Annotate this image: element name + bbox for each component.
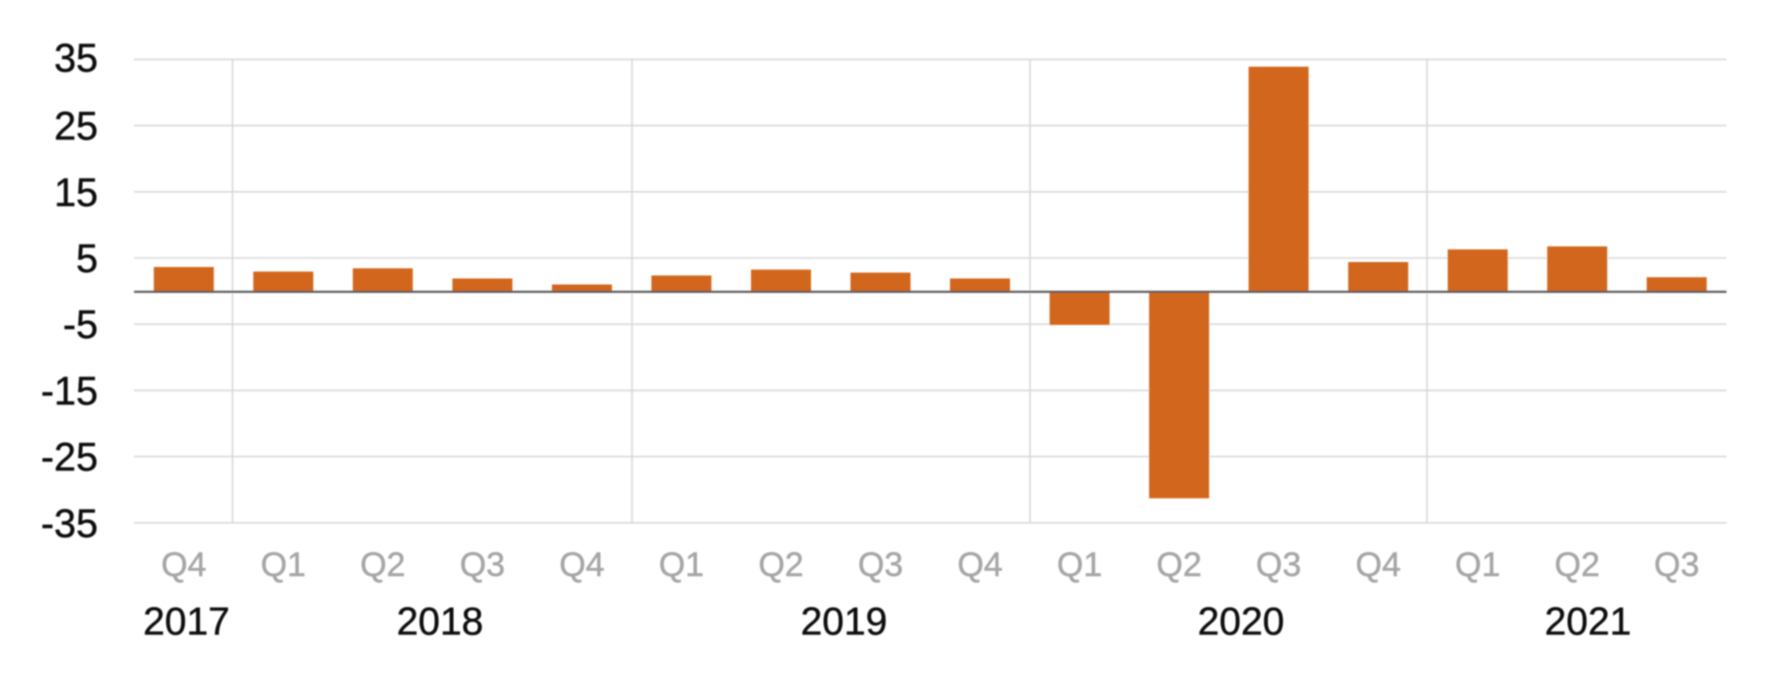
svg-text:2017: 2017	[143, 601, 230, 644]
svg-text:Q3: Q3	[1256, 546, 1301, 584]
svg-text:Q2: Q2	[360, 546, 405, 584]
svg-text:-35: -35	[41, 502, 98, 546]
svg-text:2020: 2020	[1198, 601, 1285, 644]
svg-text:5: 5	[76, 237, 98, 281]
svg-text:Q2: Q2	[758, 546, 803, 584]
svg-text:2021: 2021	[1545, 601, 1632, 644]
svg-text:-25: -25	[41, 436, 98, 480]
svg-text:Q2: Q2	[1555, 546, 1600, 584]
svg-text:Q1: Q1	[261, 546, 306, 584]
svg-text:2019: 2019	[801, 601, 888, 644]
svg-text:15: 15	[54, 171, 98, 215]
svg-text:-15: -15	[41, 369, 98, 413]
svg-text:Q1: Q1	[659, 546, 704, 584]
svg-text:35: 35	[54, 37, 98, 81]
svg-text:Q3: Q3	[460, 546, 505, 584]
svg-text:Q4: Q4	[1356, 546, 1401, 584]
svg-text:Q1: Q1	[1057, 546, 1102, 584]
svg-text:Q4: Q4	[161, 546, 206, 584]
svg-text:-5: -5	[63, 303, 98, 347]
svg-text:Q3: Q3	[858, 546, 903, 584]
svg-text:Q1: Q1	[1455, 546, 1500, 584]
svg-text:Q4: Q4	[559, 546, 604, 584]
svg-text:25: 25	[54, 105, 98, 149]
svg-text:Q2: Q2	[1156, 546, 1201, 584]
svg-text:Q3: Q3	[1654, 546, 1699, 584]
svg-text:2018: 2018	[397, 601, 484, 644]
svg-text:Q4: Q4	[957, 546, 1002, 584]
